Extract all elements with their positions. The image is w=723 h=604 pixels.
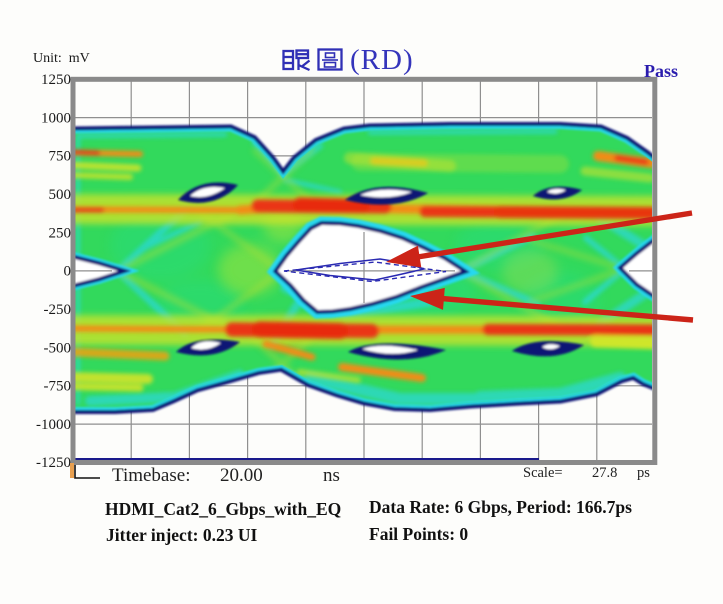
svg-text:ns: ns [323, 465, 340, 486]
svg-text:27.8: 27.8 [592, 465, 617, 481]
svg-text:-1250: -1250 [36, 455, 71, 471]
svg-text:-250: -250 [44, 302, 72, 318]
svg-text:Data Rate: 6 Gbps, Period: 166: Data Rate: 6 Gbps, Period: 166.7ps [369, 497, 632, 517]
svg-text:(RD): (RD) [350, 44, 414, 76]
svg-text:250: 250 [49, 225, 72, 241]
svg-text:750: 750 [49, 149, 72, 165]
svg-text:Jitter inject: 0.23 UI: Jitter inject: 0.23 UI [106, 525, 257, 545]
svg-text:Pass: Pass [644, 61, 678, 81]
svg-text:Fail Points: 0: Fail Points: 0 [369, 524, 468, 544]
svg-text:0: 0 [64, 264, 72, 280]
svg-text:-1000: -1000 [36, 417, 71, 433]
svg-text:ps: ps [637, 465, 650, 481]
svg-text:Scale=: Scale= [523, 465, 563, 481]
svg-text:HDMI_Cat2_6_Gbps_with_EQ: HDMI_Cat2_6_Gbps_with_EQ [105, 499, 341, 519]
svg-text:Timebase:: Timebase: [112, 465, 190, 486]
svg-text:20.00: 20.00 [220, 465, 263, 486]
svg-text:1250: 1250 [41, 72, 71, 88]
svg-text:-500: -500 [44, 340, 72, 356]
svg-text:1000: 1000 [41, 110, 71, 126]
svg-text:500: 500 [49, 187, 72, 203]
svg-text:Unit: mV: Unit: mV [33, 51, 90, 66]
svg-text:-750: -750 [44, 379, 72, 395]
